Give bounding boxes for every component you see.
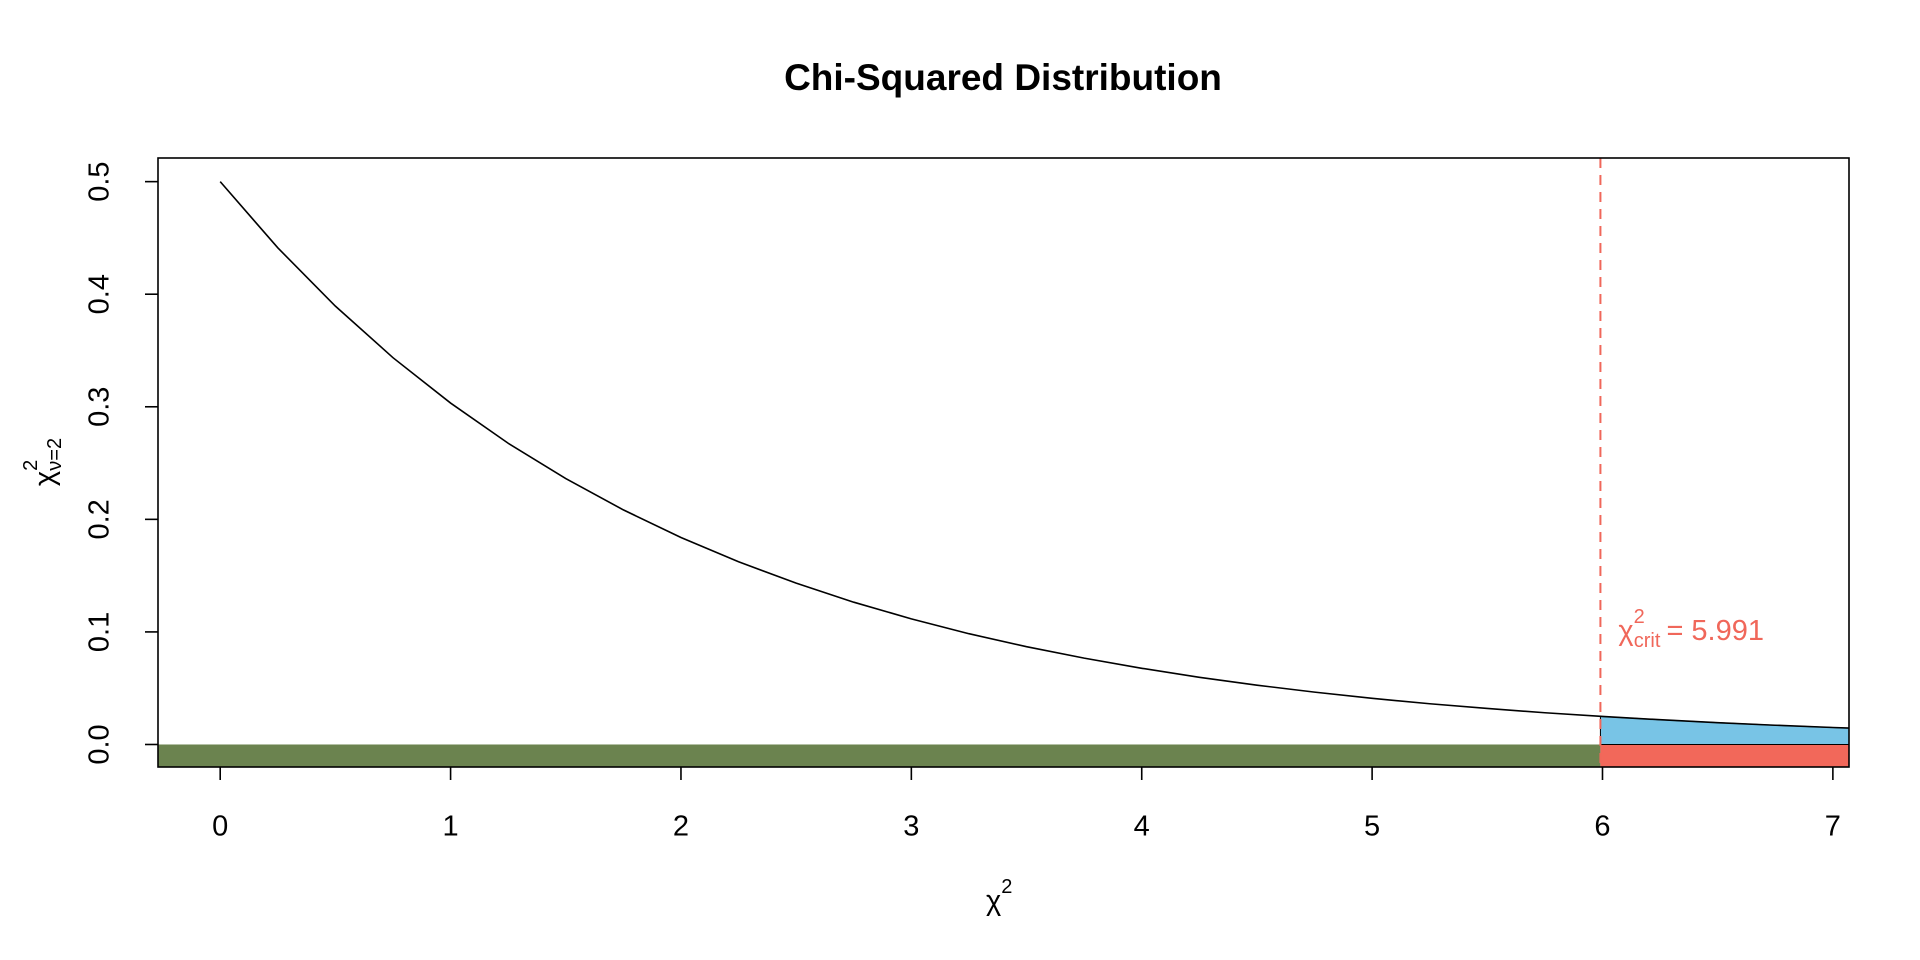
acceptance-region (158, 744, 1601, 767)
y-axis-label: χ2 ν=2 (20, 438, 66, 486)
rejection-region (1600, 744, 1849, 767)
x-axis-label: χ2 (986, 876, 1012, 916)
y-tick-label: 0.0 (84, 724, 116, 764)
annotation-symbol: χ (1618, 615, 1633, 647)
x-label-symbol: χ (986, 885, 1001, 917)
annotation-sup: 2 (1634, 606, 1645, 628)
x-tick-label: 1 (443, 811, 459, 843)
x-tick-label: 6 (1594, 811, 1610, 843)
x-tick-label: 3 (903, 811, 919, 843)
y-label-sup: 2 (20, 460, 42, 471)
x-label-sup: 2 (1001, 876, 1012, 898)
y-label-symbol: χ (29, 471, 61, 486)
plot-frame (157, 157, 1850, 768)
x-tick-label: 0 (212, 811, 228, 843)
y-tick-label: 0.1 (84, 612, 116, 652)
x-tick-label: 4 (1134, 811, 1150, 843)
x-tick-label: 5 (1364, 811, 1380, 843)
critical-annotation: χ2 crit = 5.991 (1618, 606, 1764, 652)
y-tick-label: 0.2 (84, 499, 116, 539)
chart-title: Chi-Squared Distribution (784, 57, 1222, 98)
tail-area (1599, 715, 1850, 745)
density-curve (219, 181, 1850, 729)
x-tick-label: 2 (673, 811, 689, 843)
x-tick-label: 7 (1825, 811, 1841, 843)
y-tick-label: 0.4 (84, 274, 116, 314)
y-label-sub: ν=2 (44, 438, 66, 471)
annotation-text: = 5.991 (1666, 615, 1764, 647)
y-tick-label: 0.3 (84, 387, 116, 427)
annotation-sub: crit (1634, 630, 1661, 652)
y-tick-label: 0.5 (84, 161, 116, 201)
